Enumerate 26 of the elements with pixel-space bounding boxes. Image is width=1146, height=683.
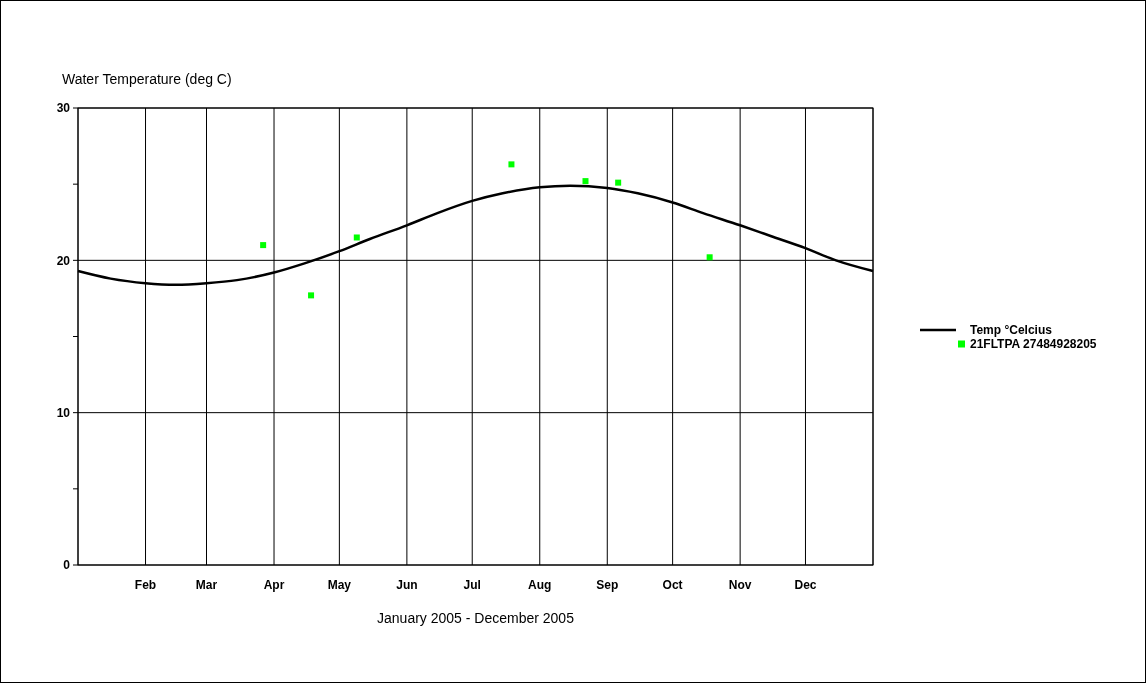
x-tick-label: Aug	[528, 578, 552, 592]
x-axis-title: January 2005 - December 2005	[377, 610, 575, 626]
point	[353, 234, 360, 241]
y-tick-label: 20	[56, 253, 71, 268]
point	[582, 178, 589, 185]
x-tick-label: Jun	[396, 578, 418, 592]
x-tick-label: Jul	[463, 578, 481, 592]
point	[508, 161, 515, 168]
point	[615, 179, 622, 186]
legend-label: Temp °Celcius	[970, 323, 1053, 338]
x-tick-label: Dec	[794, 578, 817, 592]
y-tick-label: 30	[56, 101, 71, 116]
y-tick-label: 10	[56, 405, 71, 420]
x-tick-label: Feb	[134, 578, 157, 592]
legend-label: 21FLTPA 27484928205	[970, 337, 1097, 352]
x-tick-label: Oct	[662, 578, 683, 592]
point	[706, 254, 713, 261]
point	[260, 242, 267, 249]
point	[308, 292, 315, 299]
y-tick-label: 0	[63, 558, 71, 573]
x-tick-label: Mar	[195, 578, 218, 592]
x-tick-label: Sep	[596, 578, 619, 592]
x-tick-label: Apr	[263, 578, 285, 592]
x-tick-label: May	[327, 578, 352, 592]
x-tick-label: Nov	[728, 578, 752, 592]
y-axis-title: Water Temperature (deg C)	[62, 71, 232, 87]
